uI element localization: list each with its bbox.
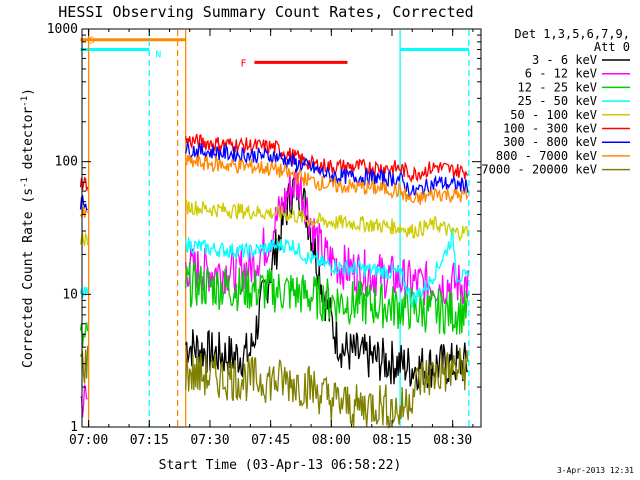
x-tick-label-0: 07:00 [69,433,108,448]
y-axis-label-part1: Corrected Count Rate (s [21,188,36,368]
y-tick-label-3: 1000 [47,22,78,37]
series-line-6-1 [185,141,469,198]
x-tick-label-5: 08:15 [372,433,411,448]
legend-label-4: 50 - 100 keV [510,108,597,122]
timestamp: 3-Apr-2013 12:31 [557,466,634,475]
x-tick-label-6: 08:30 [433,433,472,448]
series-line-4-1 [185,198,469,243]
series-line-2-1 [185,261,469,335]
plot-frame [81,28,482,428]
legend-header-line1: Det 1,3,5,6,7,9, [514,27,630,41]
series-line-7-1 [185,154,469,206]
x-tick-label-2: 07:30 [190,433,229,448]
y-axis-label-sup2: -1 [20,96,30,107]
series-line-8-1 [185,347,469,430]
x-axis-label: Start Time (03-Apr-13 06:58:22) [159,458,402,473]
x-tick-label-3: 07:45 [251,433,290,448]
y-axis-label-part2: detector [21,107,36,178]
legend-header-line2: Att 0 [594,40,630,54]
legend-label-2: 12 - 25 keV [518,80,597,94]
legend-label-8: 7000 - 20000 keV [481,163,597,177]
chart-title: HESSI Observing Summary Count Rates, Cor… [58,3,473,21]
x-axis-ticks: 07:00 07:15 07:30 07:45 08:00 08:15 08:30 [69,29,474,448]
annotation-label-1: N [155,50,161,61]
y-axis-label: Corrected Count Rate (s-1 detector-1) [20,88,36,368]
series-line-3-1 [185,227,469,308]
y-axis-ticks: 1 10 100 1000 [47,22,481,435]
y-tick-label-1: 10 [62,287,78,302]
legend-label-5: 100 - 300 keV [503,122,597,136]
annotation-layer: S N F [80,36,469,69]
y-axis-label-sup1: -1 [20,177,30,188]
annotation-label-0: S [89,36,95,47]
legend-label-6: 300 - 800 keV [503,135,597,149]
legend-label-7: 800 - 7000 keV [496,149,597,163]
y-axis-label-part3: ) [21,88,36,96]
x-tick-label-4: 08:00 [312,433,351,448]
annotation-label-3: F [240,58,246,69]
y-tick-label-2: 100 [55,155,78,170]
y-tick-label-0: 1 [70,420,78,435]
series-layer [79,133,469,430]
legend-label-0: 3 - 6 keV [532,53,597,67]
legend-label-1: 6 - 12 keV [525,67,597,81]
legend-label-3: 25 - 50 keV [518,94,597,108]
x-tick-label-1: 07:15 [130,433,169,448]
